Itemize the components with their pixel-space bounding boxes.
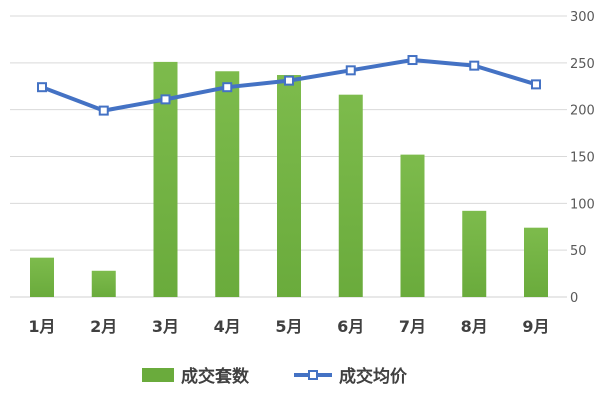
legend: 成交套数 成交均价	[142, 366, 408, 387]
y-tick-label: 100	[570, 197, 595, 212]
x-axis: 1月 2月 3月 4月 5月 6月 7月 8月 9月	[28, 317, 549, 336]
bar	[91, 270, 116, 297]
legend-line-label: 成交均价	[339, 366, 408, 387]
x-tick-label: 9月	[522, 317, 549, 336]
bar	[30, 257, 54, 297]
bar	[338, 94, 363, 298]
bar	[215, 71, 240, 297]
line-point	[407, 55, 418, 66]
bar	[400, 154, 425, 297]
bar	[462, 210, 487, 297]
line-point	[345, 65, 356, 76]
x-tick-label: 6月	[337, 317, 364, 336]
line-point	[469, 60, 480, 71]
line-point	[160, 94, 171, 105]
line-point	[98, 105, 109, 116]
y-tick-label: 200	[570, 104, 595, 119]
legend-line-marker	[308, 370, 318, 380]
y-tick-label: 250	[570, 57, 595, 72]
y-tick-label: 0	[570, 291, 578, 306]
bar	[277, 75, 301, 297]
x-tick-label: 3月	[152, 317, 179, 336]
x-tick-label: 4月	[214, 317, 241, 336]
bar	[524, 227, 548, 297]
x-tick-label: 2月	[90, 317, 117, 336]
line-point	[37, 82, 47, 93]
line-series	[37, 55, 541, 116]
x-tick-label: 1月	[28, 317, 55, 336]
line-point	[222, 82, 233, 93]
bar-series	[30, 61, 548, 298]
x-tick-label: 5月	[275, 317, 302, 336]
y-tick-label: 50	[570, 244, 587, 259]
x-tick-label: 8月	[461, 317, 488, 336]
y-tick-label: 300	[570, 10, 595, 25]
line-point	[531, 79, 541, 90]
line-point	[284, 75, 294, 86]
y-axis: 0 50 100 150 200 250 300	[570, 10, 595, 306]
x-tick-label: 7月	[399, 317, 426, 336]
legend-bar-label: 成交套数	[181, 366, 250, 387]
legend-bar-swatch	[142, 368, 174, 382]
y-tick-label: 150	[570, 151, 595, 166]
